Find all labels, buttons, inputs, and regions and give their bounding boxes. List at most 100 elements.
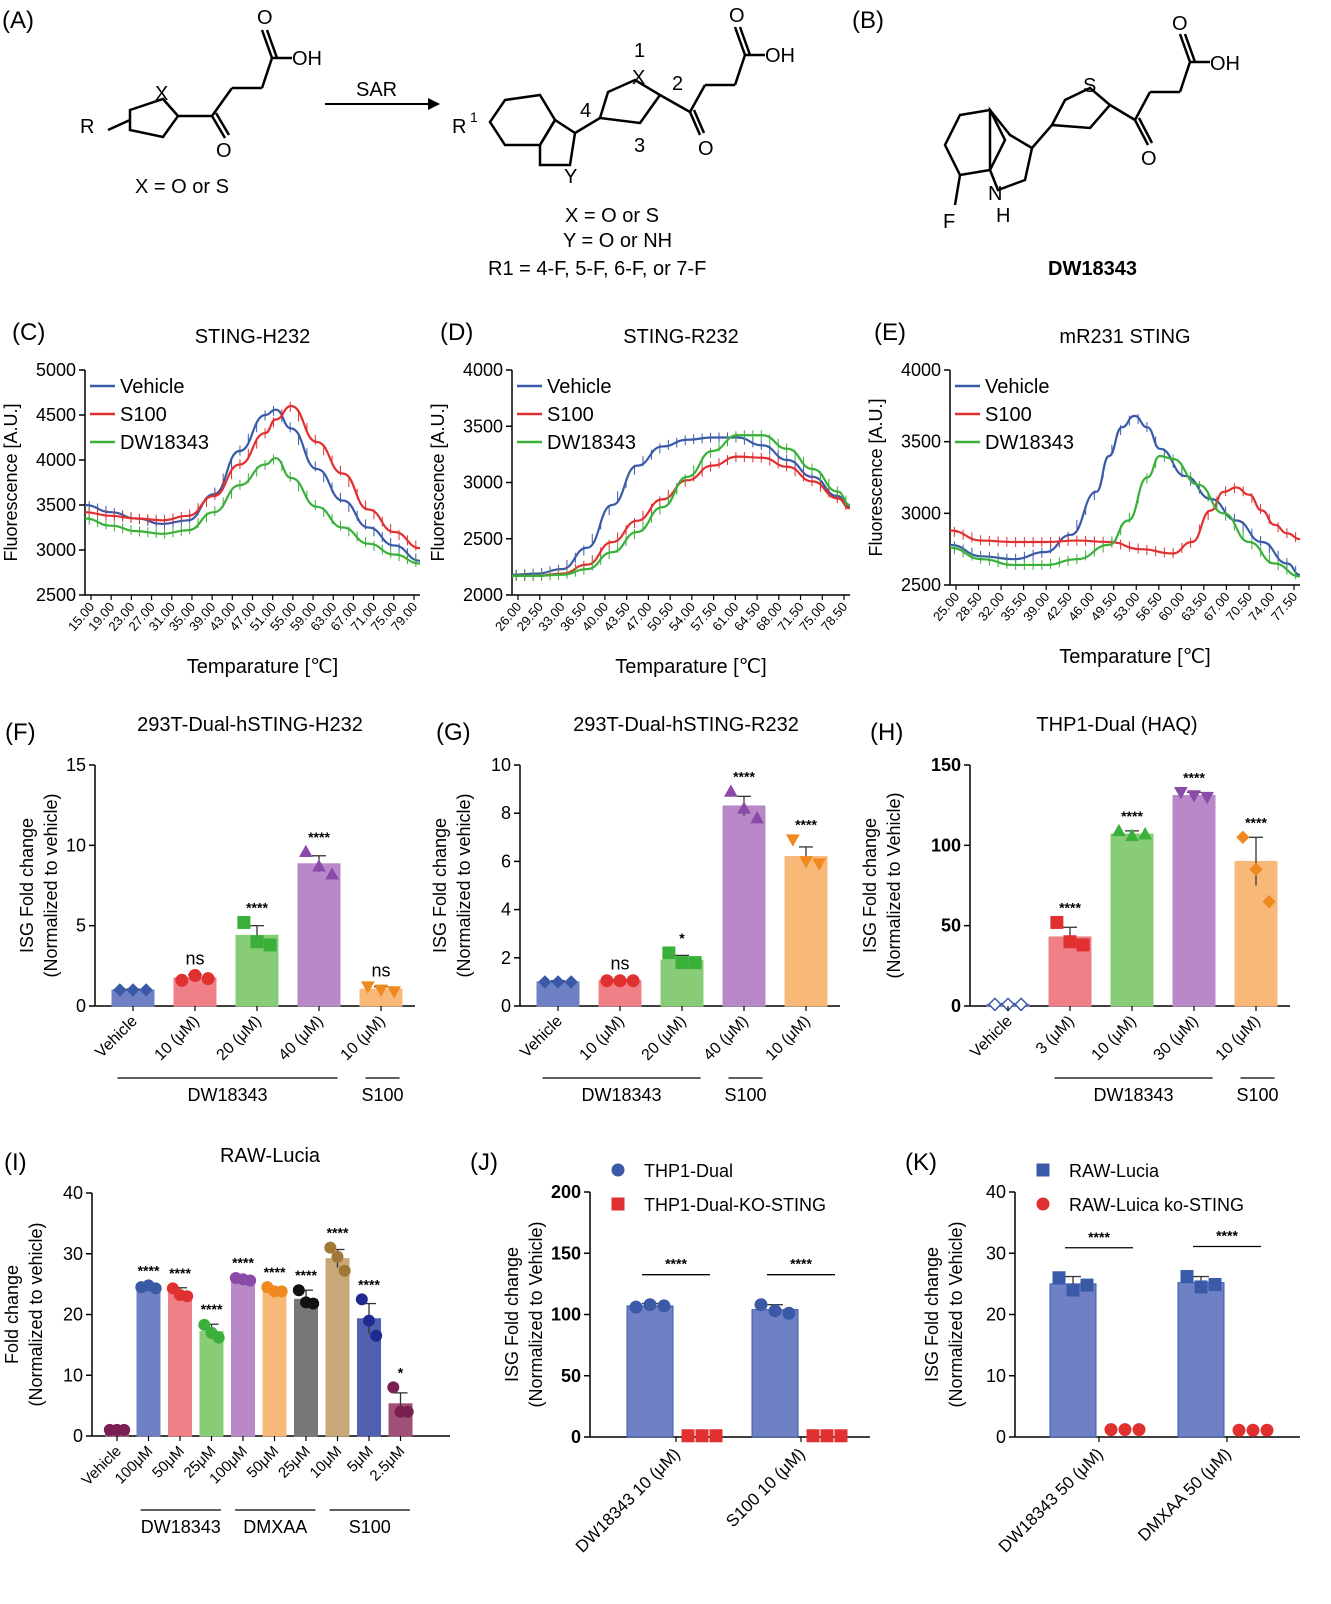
data-point xyxy=(658,1300,670,1312)
significance: **** xyxy=(1121,808,1143,824)
line-chart-e: (E) mR231 STING250030003500400025.0028.50… xyxy=(866,319,1300,668)
y-tick-label: 20 xyxy=(63,1305,83,1325)
significance: **** xyxy=(1088,1229,1110,1245)
sar-arrowhead xyxy=(428,98,440,110)
bar xyxy=(1050,1284,1096,1437)
legend-label: DW18343 xyxy=(547,432,636,454)
x-tick-label: 20 (μM) xyxy=(639,1013,690,1064)
bar xyxy=(298,864,340,1006)
panel-label: (D) xyxy=(440,319,473,346)
x-axis-label: Temparature [℃] xyxy=(615,656,766,678)
y-tick-label: 3000 xyxy=(463,473,503,493)
data-point xyxy=(710,1430,722,1442)
legend-label: S100 xyxy=(120,404,167,426)
bar-chart-i: (I) RAW-Lucia 0 10 20 30 40 Fold change (Normali… xyxy=(2,1145,450,1537)
svg-text:Y: Y xyxy=(564,166,577,188)
data-point xyxy=(176,974,188,986)
group-label: S100 xyxy=(362,1085,404,1105)
data-point xyxy=(1077,939,1089,951)
x-tick-label: 10 (μM) xyxy=(152,1013,203,1064)
data-point xyxy=(300,846,312,857)
left-structure-atoms: X R O O OH xyxy=(80,7,322,162)
group-label: DMXAA xyxy=(243,1517,307,1537)
svg-text:O: O xyxy=(1172,13,1188,35)
data-point xyxy=(332,1251,343,1262)
data-point xyxy=(1233,1424,1245,1436)
y-tick-label: 3000 xyxy=(901,503,941,523)
series-line xyxy=(512,435,850,576)
x-tick-label: 10 (μM) xyxy=(338,1013,389,1064)
series-vehicle xyxy=(512,433,850,580)
panel-label: (E) xyxy=(874,319,906,346)
note-r1: R1 = 4-F, 5-F, 6-F, or 7-F xyxy=(488,258,706,280)
svg-text:R: R xyxy=(80,116,94,138)
data-point xyxy=(1195,1281,1207,1293)
y-axis-label-line2: (Normalized to Vehicle) xyxy=(526,1221,546,1407)
y-tick-label: 30 xyxy=(63,1244,83,1264)
significance: **** xyxy=(358,1276,380,1292)
legend-marker xyxy=(1037,1198,1049,1210)
data-point xyxy=(1053,1272,1065,1284)
y-tick-label: 0 xyxy=(951,996,961,1016)
legend-label: RAW-Luica ko-STING xyxy=(1069,1195,1244,1215)
y-axis-label: Fold change xyxy=(2,1265,22,1364)
y-tick-label: 150 xyxy=(551,1243,581,1263)
y-tick-label: 2000 xyxy=(463,585,503,605)
svg-text:OH: OH xyxy=(765,45,795,67)
svg-text:OH: OH xyxy=(292,48,322,70)
y-tick-label: 10 xyxy=(491,755,511,775)
svg-text:X: X xyxy=(632,67,645,89)
bar xyxy=(263,1290,286,1436)
x-tick-label: 20 (μM) xyxy=(214,1013,265,1064)
y-axis-label-line2: (Normalized to vehicle) xyxy=(454,793,474,977)
y-tick-label: 200 xyxy=(551,1182,581,1202)
svg-text:O: O xyxy=(216,140,232,162)
bar-chart-f: (F) 293T-Dual-hSTING-H232 0 5 10 15 ISG Fold c… xyxy=(5,714,415,1105)
right-structure-atoms: X Y O O OH R 1 xyxy=(452,5,795,188)
legend-label: Vehicle xyxy=(985,376,1050,398)
compound-name: DW18343 xyxy=(1048,258,1137,280)
panel-label: (G) xyxy=(436,719,471,746)
y-tick-label: 8 xyxy=(501,803,511,823)
significance: * xyxy=(679,930,685,946)
panel-label: (I) xyxy=(4,1149,27,1176)
data-point xyxy=(1067,1284,1079,1296)
grouped-chart-j: (J)050100150200ISG Fold change (Normalize… xyxy=(470,1149,870,1556)
data-point xyxy=(835,1430,847,1442)
significance: **** xyxy=(308,829,330,845)
line-chart-c: (C) STING-H23225003000350040004500500015.… xyxy=(1,319,420,678)
significance: **** xyxy=(790,1256,812,1272)
svg-text:N: N xyxy=(988,183,1002,205)
y-tick-label: 30 xyxy=(986,1243,1006,1263)
bar xyxy=(785,857,827,1006)
data-point xyxy=(1051,916,1063,928)
chart-title: 293T-Dual-hSTING-H232 xyxy=(137,714,363,736)
data-point xyxy=(1209,1278,1221,1290)
x-tick-label: 50μM xyxy=(149,1443,188,1482)
y-axis-label-line2: (Normalized to vehicle) xyxy=(26,1222,46,1406)
y-tick-label: 4 xyxy=(501,900,511,920)
x-tick-label: Vehicle xyxy=(517,1013,566,1062)
y-tick-label: 6 xyxy=(501,851,511,871)
data-point xyxy=(402,1406,413,1417)
significance: **** xyxy=(264,1264,286,1280)
data-point xyxy=(601,975,613,987)
y-axis-label: Fluorescence [A.U.] xyxy=(1,403,21,561)
x-tick-label: Vehicle xyxy=(967,1013,1016,1062)
y-tick-label: 40 xyxy=(63,1183,83,1203)
group-label: DW18343 xyxy=(141,1517,221,1537)
y-tick-label: 100 xyxy=(551,1305,581,1325)
left-structure xyxy=(108,30,292,138)
data-point xyxy=(202,973,214,985)
significance: **** xyxy=(1183,769,1205,785)
significance: **** xyxy=(138,1262,160,1278)
y-axis-label: Fluorescence [A.U.] xyxy=(428,403,448,561)
data-point xyxy=(119,1424,130,1435)
y-axis-label-line2: (Normalized to Vehicle) xyxy=(946,1221,966,1407)
y-tick-label: 150 xyxy=(931,755,961,775)
y-tick-label: 3500 xyxy=(463,416,503,436)
x-tick-label: 40 (μM) xyxy=(276,1013,327,1064)
y-tick-label: 20 xyxy=(986,1305,1006,1325)
data-point xyxy=(238,916,250,928)
note-x: X = O or S xyxy=(565,205,659,227)
